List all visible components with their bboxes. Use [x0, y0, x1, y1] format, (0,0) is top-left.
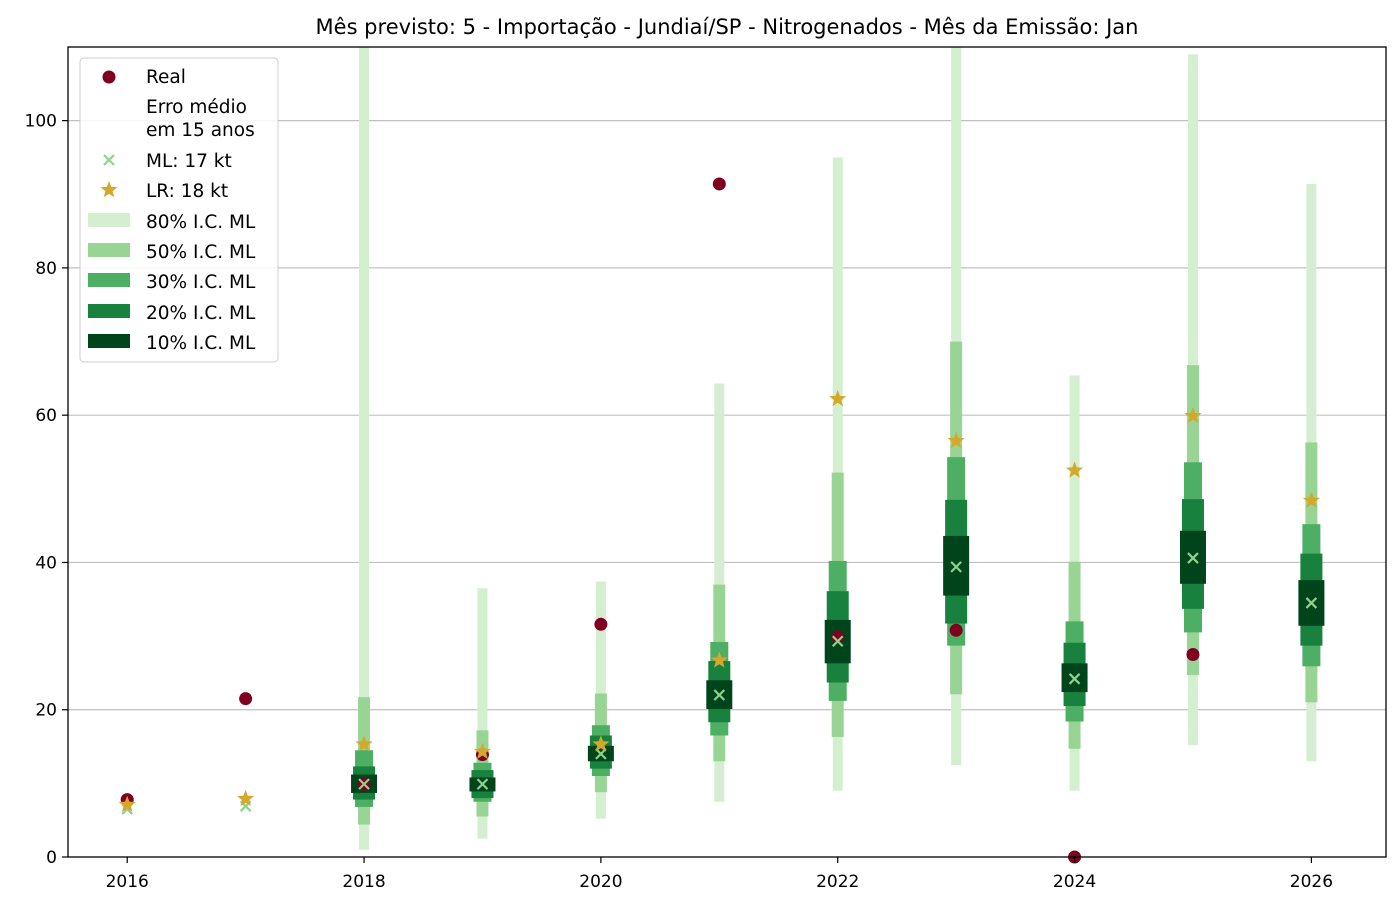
lr-point-2017: [237, 789, 255, 807]
ml-point-2019: [476, 778, 489, 790]
legend-ci50-swatch: [88, 243, 130, 257]
lr-point-2018: [355, 735, 373, 752]
ml-point-2024: [1068, 673, 1081, 685]
legend-ci80-swatch: [88, 213, 130, 227]
lr-point-2025: [1184, 406, 1202, 424]
legend-ci50-label: 50% I.C. ML: [146, 242, 256, 263]
tick-label-y-60: 60: [35, 406, 57, 426]
legend-real-label: Real: [146, 67, 186, 88]
lr-point-2023: [947, 431, 965, 449]
chart-title: Mês previsto: 5 - Importação - Jundiaí/S…: [316, 15, 1139, 39]
real-point-2017: [239, 692, 253, 706]
ml-point-stroke-b: [1187, 552, 1199, 564]
tick-label-x-2022: 2022: [816, 872, 859, 892]
legend-ml-marker: [103, 154, 115, 166]
ml-point-2026: [1305, 597, 1318, 609]
lr-point-2019: [473, 742, 492, 759]
ci80-band-2019: [477, 588, 488, 839]
real-point-2023: [949, 623, 963, 637]
ml-point-2025: [1187, 552, 1199, 564]
lr-point-2024: [1066, 461, 1084, 478]
legend-lr-marker: [100, 181, 118, 198]
legend-ci10-label: 10% I.C. ML: [146, 333, 256, 354]
lr-point-2016: [118, 795, 136, 812]
lr-point-2021: [710, 651, 728, 668]
legend: Real Erro médio em 15 anos ML: 17 kt LR:…: [79, 57, 279, 363]
legend-real-marker: [102, 70, 116, 84]
ml-point-stroke-b: [950, 561, 962, 573]
ml-point-stroke-b: [713, 689, 726, 701]
real-point-2025: [1186, 648, 1200, 661]
ml-point-stroke-b: [595, 748, 607, 760]
lr-point-2026: [1302, 491, 1320, 508]
legend-ci20-label: 20% I.C. ML: [146, 303, 256, 324]
tick-label-y-20: 20: [35, 701, 57, 721]
tick-label-x-2026: 2026: [1290, 872, 1333, 892]
real-point-2021: [712, 177, 726, 191]
tick-label-y-40: 40: [35, 553, 57, 573]
real-point-2020: [594, 617, 608, 631]
real-point-2022: [831, 630, 845, 644]
plot-frame: [67, 46, 1387, 858]
tick-label-x-2016: 2016: [106, 872, 149, 892]
ml-point-2018: [358, 778, 370, 790]
legend-ci30-swatch: [88, 273, 130, 287]
ci80-band-2018: [359, 47, 370, 850]
lr-point-2020: [592, 735, 610, 752]
tick-label-y-80: 80: [35, 259, 57, 279]
legend-erro-label-line2: em 15 anos: [146, 120, 255, 141]
tick-label-y-100: 100: [25, 112, 57, 132]
tick-label-y-0: 0: [46, 848, 57, 868]
ml-point-stroke-b: [1068, 673, 1081, 685]
lr-point-2022: [829, 389, 847, 407]
ml-point-2022: [831, 635, 844, 648]
point-layer: [118, 177, 1320, 864]
legend-ci30-label: 30% I.C. ML: [146, 272, 256, 293]
ml-point-2021: [713, 689, 726, 701]
axis-layer: 0 20 40 60 80 100 2016 2018 2020 2022 2024 2026: [25, 112, 1333, 892]
tick-label-x-2020: 2020: [579, 872, 622, 892]
legend-erro-label-line1: Erro médio: [146, 97, 247, 118]
tick-label-x-2024: 2024: [1053, 872, 1096, 892]
ml-point-stroke-b: [1305, 597, 1318, 609]
legend-ci10-swatch: [88, 334, 130, 348]
ml-point-stroke-b: [831, 635, 844, 648]
ci-layer: [351, 47, 1325, 850]
legend-ci20-swatch: [88, 304, 130, 318]
legend-ci80-label: 80% I.C. ML: [146, 212, 256, 233]
ml-point-2023: [950, 561, 962, 573]
ml-point-stroke-b: [476, 778, 489, 790]
tick-label-x-2018: 2018: [342, 872, 385, 892]
legend-lr-label: LR: 18 kt: [146, 181, 228, 202]
ml-point-stroke-b: [358, 778, 370, 790]
ml-point-2020: [595, 748, 607, 760]
grid-layer: [68, 120, 1386, 711]
legend-ml-label: ML: 17 kt: [146, 151, 232, 172]
